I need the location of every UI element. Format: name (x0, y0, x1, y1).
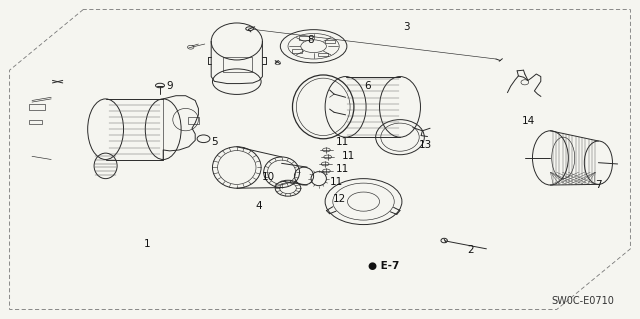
Text: 4: 4 (256, 201, 262, 211)
Text: 5: 5 (211, 137, 218, 147)
Text: SW0C-E0710: SW0C-E0710 (552, 296, 614, 306)
Bar (188, 117, 199, 124)
Text: 11: 11 (342, 151, 355, 161)
Text: 11: 11 (336, 137, 349, 147)
Text: 11: 11 (336, 164, 349, 174)
Bar (292, 49, 302, 53)
Text: 7: 7 (595, 180, 602, 190)
Text: 6: 6 (365, 81, 371, 91)
Text: 9: 9 (166, 81, 173, 91)
Text: ● E-7: ● E-7 (368, 261, 399, 271)
Bar (29, 120, 42, 124)
Text: 1: 1 (144, 239, 150, 249)
Text: 3: 3 (403, 22, 410, 32)
Text: 8: 8 (307, 35, 314, 45)
Bar (223, 57, 252, 72)
Bar (318, 53, 328, 56)
Text: 10: 10 (262, 172, 275, 182)
Text: 14: 14 (522, 116, 534, 126)
Text: 12: 12 (333, 194, 346, 204)
Text: 2: 2 (467, 245, 474, 256)
Bar (325, 40, 335, 43)
Text: 13: 13 (419, 140, 432, 150)
Text: 11: 11 (330, 177, 342, 187)
Bar (29, 104, 45, 110)
Bar (299, 36, 309, 40)
